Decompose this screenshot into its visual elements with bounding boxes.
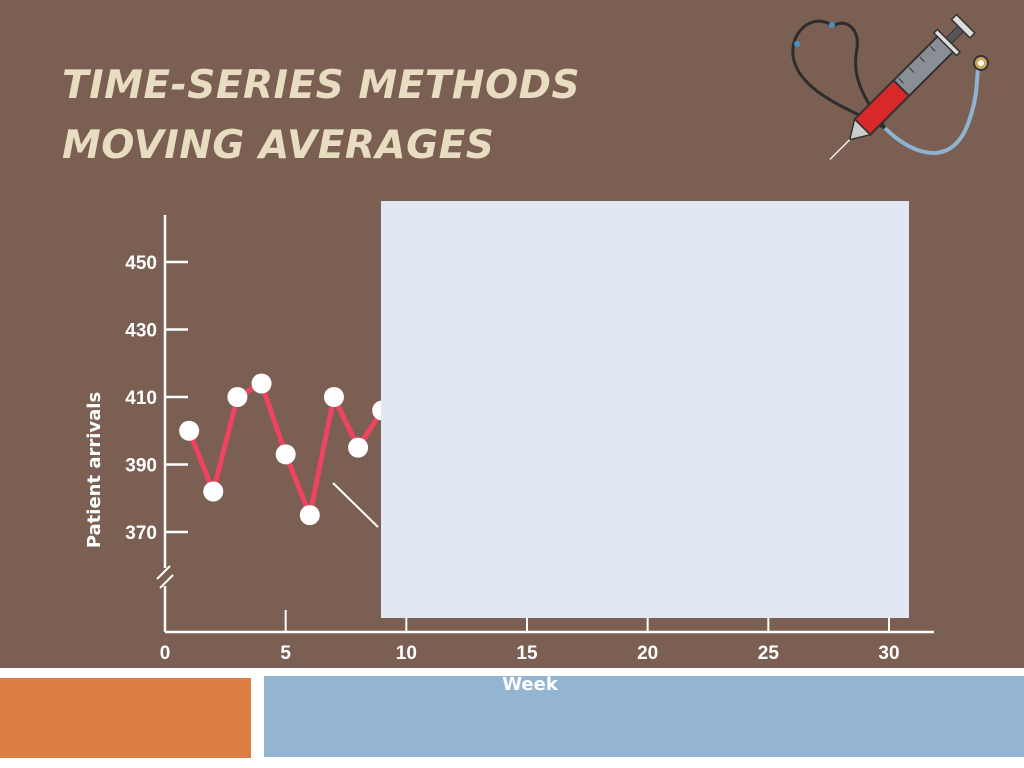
data-point (251, 373, 272, 394)
x-tick-label: 20 (637, 643, 658, 664)
axis-break-mark (159, 574, 174, 589)
axis-break-mark (156, 565, 171, 580)
x-tick-label: 15 (516, 643, 538, 664)
slide-title: TIME-SERIES METHODS MOVING AVERAGES (62, 56, 580, 176)
annotation-leader-line (332, 482, 379, 528)
data-point (323, 387, 344, 407)
data-point (299, 505, 320, 526)
chart-overlay-panel (381, 201, 909, 618)
data-point (348, 437, 369, 458)
syringe-stethoscope-icon (791, 13, 989, 161)
x-tick-label: 0 (160, 643, 171, 664)
y-tick-label: 450 (125, 253, 157, 274)
footer-orange-block (0, 678, 251, 758)
x-tick-label: 5 (280, 643, 291, 664)
title-line-1: TIME-SERIES METHODS (62, 63, 581, 108)
x-tick-label: 30 (878, 643, 899, 664)
data-point (275, 444, 296, 465)
y-axis-title: Patient arrivals (84, 392, 105, 548)
x-tick-label: 25 (758, 643, 780, 664)
data-point (179, 420, 200, 441)
footer-blue-block (264, 676, 1024, 757)
y-tick-label: 430 (125, 321, 157, 342)
x-axis-title: Week (502, 674, 558, 695)
y-tick-label: 390 (125, 456, 157, 477)
title-line-2: MOVING AVERAGES (62, 123, 495, 168)
y-tick-label: 370 (125, 523, 157, 544)
y-tick-label: 410 (125, 388, 157, 409)
data-point (227, 387, 248, 407)
data-point (203, 481, 224, 502)
x-tick-label: 10 (396, 643, 417, 664)
